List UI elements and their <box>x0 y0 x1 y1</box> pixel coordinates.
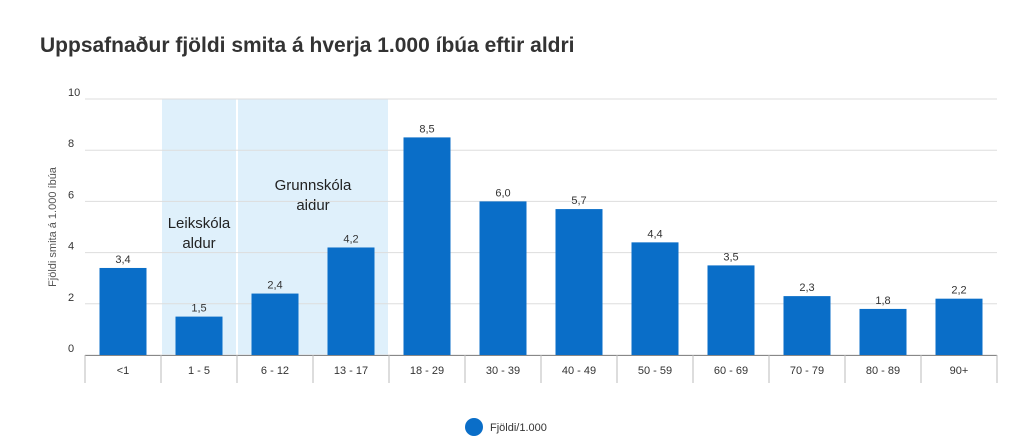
y-tick-label: 10 <box>68 87 80 99</box>
x-tick-label: 1 - 5 <box>188 365 210 377</box>
age-band-label: Leikskóla <box>168 215 231 232</box>
y-tick-label: 2 <box>68 292 74 304</box>
bar[interactable] <box>631 242 679 355</box>
bar[interactable] <box>783 296 831 355</box>
age-band-label: aldur <box>296 197 329 214</box>
x-tick-label: 13 - 17 <box>334 365 368 377</box>
data-label: 2,3 <box>799 282 814 294</box>
y-tick-label: 6 <box>68 189 74 201</box>
x-tick-label: 60 - 69 <box>714 365 748 377</box>
bar[interactable] <box>175 316 223 355</box>
y-tick-label: 4 <box>68 241 74 253</box>
x-axis: <1 1 - 5 6 - 12 13 - 17 18 - 29 30 - 39 40 - 4… <box>84 355 998 383</box>
x-tick-label: 18 - 29 <box>410 365 444 377</box>
legend-swatch[interactable] <box>465 418 483 436</box>
data-label: 8,5 <box>419 123 434 135</box>
data-label: 6,0 <box>495 187 510 199</box>
legend[interactable]: Fjöldi/1.000 <box>465 418 547 436</box>
data-label: 5,7 <box>571 195 586 207</box>
bar[interactable] <box>99 267 147 355</box>
age-band-label: aldur <box>182 235 215 252</box>
y-tick-label: 0 <box>68 343 74 355</box>
data-label: 4,4 <box>647 228 662 240</box>
x-tick-label: 70 - 79 <box>790 365 824 377</box>
bar[interactable] <box>707 265 755 355</box>
chart-title: Uppsafnaður fjöldi smita á hverja 1.000 … <box>40 34 575 57</box>
data-label: 3,5 <box>723 251 738 263</box>
x-tick-label: 50 - 59 <box>638 365 672 377</box>
data-label: 3,4 <box>115 254 130 266</box>
bars: 3,4 1,5 2,4 4,2 8,5 6,0 5,7 4,4 3,5 2,3 1,8 2,2 <box>99 123 983 355</box>
bar[interactable] <box>479 201 527 355</box>
x-tick-label: 40 - 49 <box>562 365 596 377</box>
y-tick-label: 8 <box>68 138 74 150</box>
x-tick-label: <1 <box>117 365 130 377</box>
bar[interactable] <box>327 247 375 355</box>
bar[interactable] <box>403 137 451 355</box>
legend-label[interactable]: Fjöldi/1.000 <box>490 422 547 434</box>
data-label: 1,8 <box>875 295 890 307</box>
x-tick-label: 80 - 89 <box>866 365 900 377</box>
x-tick-label: 6 - 12 <box>261 365 289 377</box>
data-label: 2,2 <box>951 285 966 297</box>
age-band-0 <box>162 99 236 355</box>
data-label: 4,2 <box>343 233 358 245</box>
y-axis-title: Fjöldi smita á 1.000 íbúa <box>47 166 59 287</box>
data-label: 1,5 <box>191 303 206 315</box>
data-label: 2,4 <box>267 280 282 292</box>
bar[interactable] <box>555 209 603 355</box>
bar[interactable] <box>859 308 907 355</box>
x-tick-label: 30 - 39 <box>486 365 520 377</box>
bar[interactable] <box>935 298 983 355</box>
x-tick-label: 90+ <box>950 365 969 377</box>
bar[interactable] <box>251 293 299 355</box>
age-band-label: Grunnskóla <box>275 177 352 194</box>
